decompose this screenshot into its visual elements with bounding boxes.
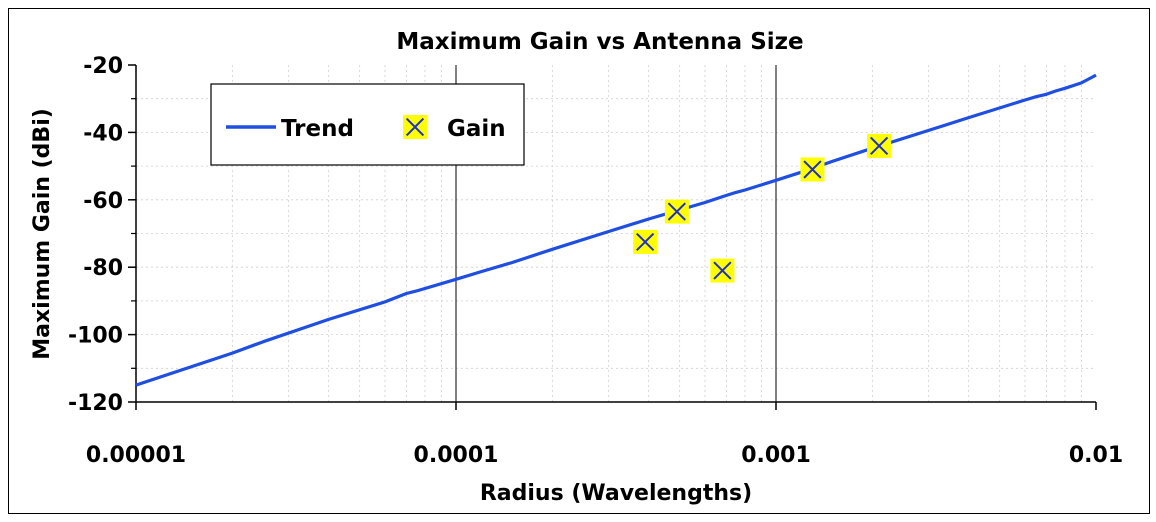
y-tick-label: -80 [83,256,123,281]
gain-marker [665,200,689,224]
gain-marker [800,157,824,181]
x-tick-labels: 0.00001 0.0001 0.001 0.01 [86,443,1123,468]
y-tick-label: -40 [83,121,123,146]
chart-title: Maximum Gain vs Antenna Size [396,29,803,55]
x-axis-title: Radius (Wavelengths) [480,481,752,506]
legend-gain-marker [403,115,427,139]
y-tick-label: -20 [83,54,123,79]
x-tick-label: 0.00001 [86,443,186,468]
legend-trend-label: Trend [281,116,354,142]
x-tick-label: 0.001 [741,443,811,468]
y-axis-title: Maximum Gain (dBi) [30,108,55,360]
x-tick-label: 0.0001 [414,443,499,468]
x-tick-label: 0.01 [1069,443,1123,468]
y-tick-label: -60 [83,189,123,214]
legend: Trend Gain [211,84,524,165]
gain-marker [867,134,891,158]
legend-gain-label: Gain [447,116,506,142]
y-tick-label: -120 [68,391,123,416]
gain-marker [710,259,734,283]
legend-gain-swatch [403,115,427,139]
y-tick-labels: -20 -40 -60 -80 -100 -120 [68,54,123,416]
gain-marker [633,230,657,254]
y-tick-label: -100 [68,324,123,349]
